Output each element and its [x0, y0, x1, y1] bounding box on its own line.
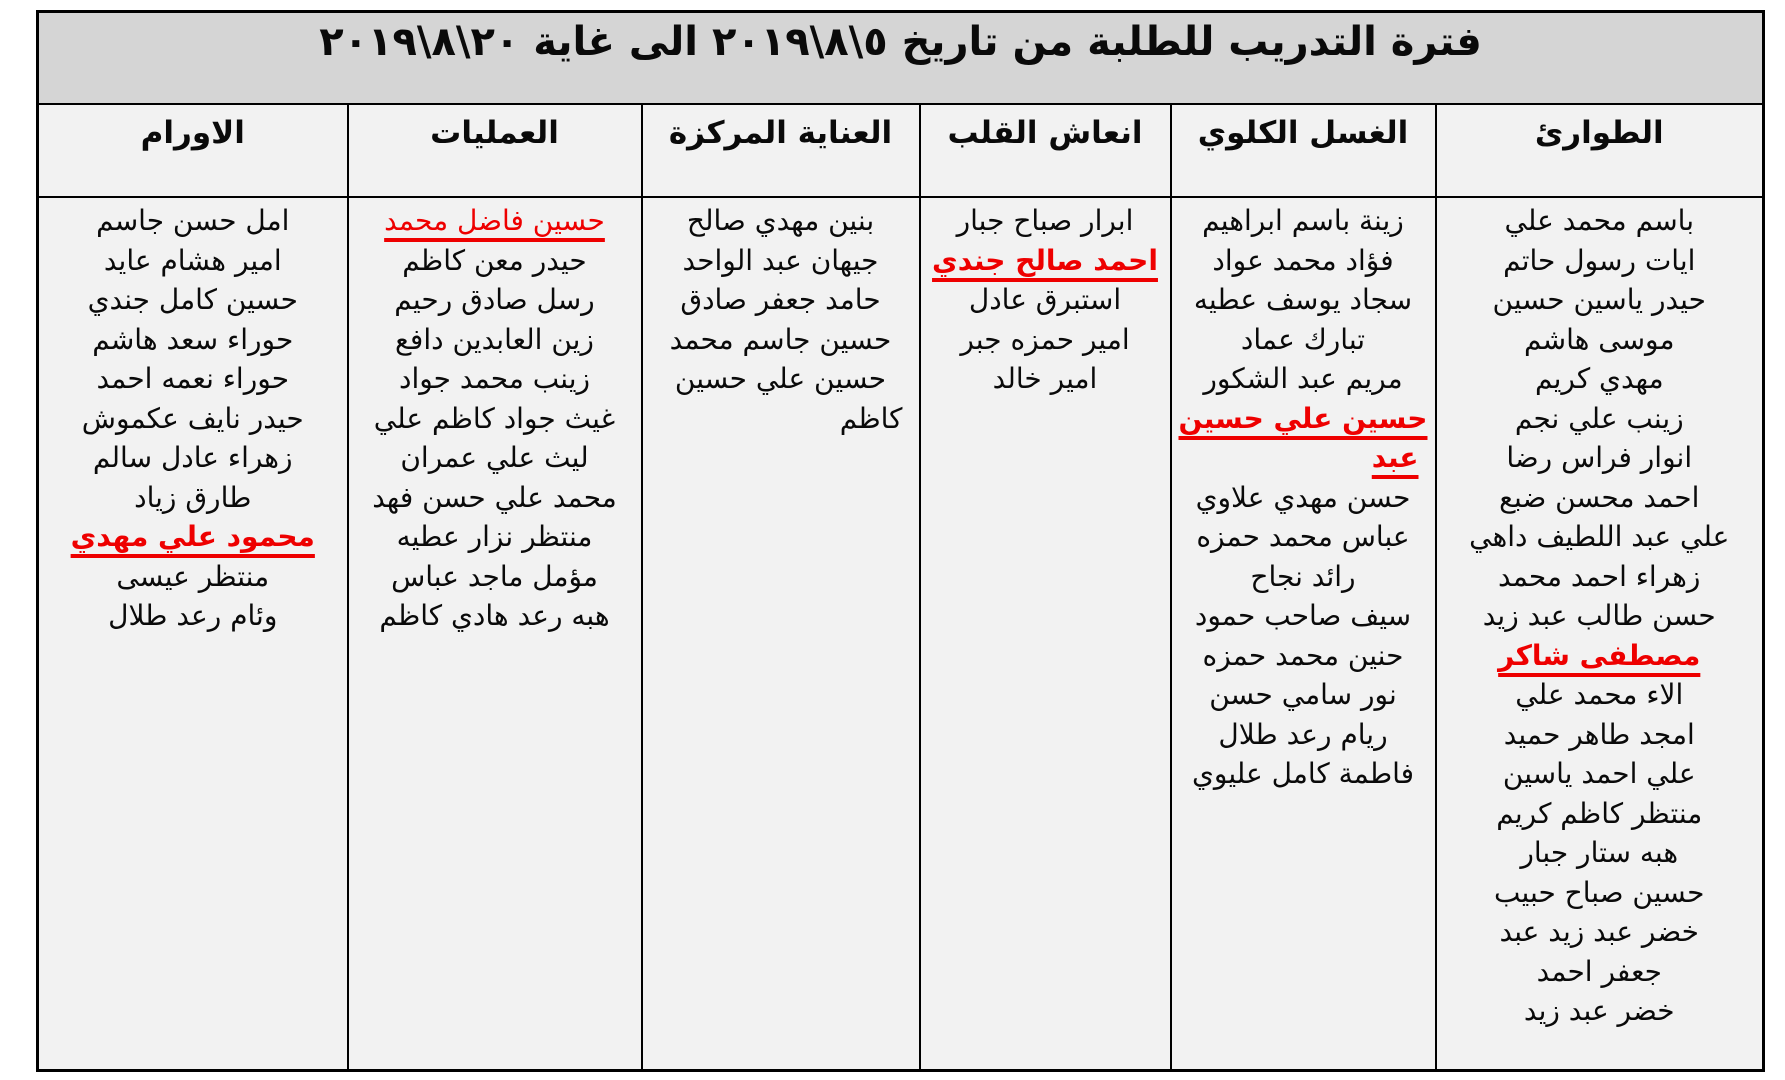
student-name: زينب علي نجم	[1514, 401, 1684, 435]
student-name: عباس محمد حمزه	[1196, 520, 1410, 553]
student-name: نور سامي حسن	[1209, 678, 1397, 711]
student-name: تبارك عماد	[1240, 322, 1366, 356]
student-name: ليث علي عمران	[400, 441, 589, 474]
student-name: هبه رعد هادي كاظم	[379, 599, 610, 632]
student-name: الاء محمد علي	[1515, 678, 1684, 711]
student-name: ابرار صباح جبار	[956, 204, 1134, 237]
student-name: فؤاد محمد عواد	[1212, 243, 1394, 277]
student-name: امير هشام عايد	[103, 243, 282, 277]
column-header-3: العناية المركزة	[640, 103, 921, 198]
column-header-5: الاورام	[36, 103, 349, 198]
title-row: فترة التدريب للطلبة من تاريخ ٥\٨\٢٠١٩ ال…	[36, 10, 1765, 105]
student-name: زهراء احمد محمد	[1498, 559, 1701, 593]
student-name: امير خالد	[992, 362, 1098, 395]
body-row: باسم محمد علي ايات رسول حاتم حيدر ياسين حس…	[36, 196, 1765, 1072]
student-name: موسى هاشم	[1523, 322, 1675, 356]
student-name: كاظم	[839, 401, 903, 435]
student-name: غيث جواد كاظم علي	[373, 401, 616, 435]
student-name: احمد محسن ضبع	[1499, 480, 1700, 514]
student-name: امير حمزه جبر	[960, 322, 1130, 356]
student-name: علي احمد ياسين	[1502, 757, 1696, 790]
student-name: حوراء سعد هاشم	[92, 322, 294, 356]
student-name: انوار فراس رضا	[1506, 441, 1693, 474]
student-name: حسين علي حسين	[674, 362, 887, 395]
student-name: هبه ستار جبار	[1520, 836, 1679, 869]
student-name: طارق زياد	[134, 480, 252, 514]
column-names-4: حسين فاضل محمد حيدر معن كاظم رسل صادق رحيم…	[346, 196, 643, 1072]
student-name: سيف صاحب حمود	[1194, 599, 1412, 632]
column-names-0: باسم محمد علي ايات رسول حاتم حيدر ياسين حس…	[1434, 196, 1765, 1072]
student-name: احمد صالح جندي	[932, 243, 1158, 277]
student-name: حنين محمد حمزه	[1202, 638, 1404, 672]
column-names-1: زينة باسم ابراهيم فؤاد محمد عواد سجاد يوسف…	[1169, 196, 1437, 1072]
student-name: منتظر نزار عطيه	[396, 520, 593, 553]
column-names-2: ابرار صباح جبار احمد صالح جندي استبرق عادل…	[918, 196, 1172, 1072]
student-name: فاطمة كامل عليوي	[1191, 757, 1415, 790]
student-name: مصطفى شاكر	[1498, 638, 1701, 672]
student-name: حسن مهدي علاوي	[1195, 480, 1411, 514]
student-name: خضر عبد زيد عبد	[1499, 915, 1699, 948]
student-name: ريام رعد طلال	[1218, 717, 1388, 751]
student-name: حسين علي حسين	[1178, 401, 1428, 435]
student-name: جعفر احمد	[1536, 954, 1662, 988]
student-name: حامد جعفر صادق	[680, 283, 881, 316]
student-name: خضر عبد زيد	[1523, 994, 1675, 1027]
student-name: وئام رعد طلال	[108, 599, 278, 632]
student-name: رسل صادق رحيم	[394, 283, 595, 316]
column-header-1: الغسل الكلوي	[1169, 103, 1437, 198]
table-title: فترة التدريب للطلبة من تاريخ ٥\٨\٢٠١٩ ال…	[36, 10, 1765, 105]
student-name: محمود علي مهدي	[70, 520, 315, 553]
student-name: استبرق عادل	[968, 283, 1122, 316]
student-name: امل حسن جاسم	[96, 204, 290, 237]
student-name: مهدي كريم	[1534, 362, 1664, 395]
student-name: سجاد يوسف عطيه	[1193, 283, 1413, 316]
student-name: زين العابدين دافع	[395, 322, 594, 356]
student-name: حيدر معن كاظم	[402, 243, 587, 277]
student-name: حسين جاسم محمد	[669, 322, 892, 356]
student-name: زينب محمد جواد	[398, 362, 591, 395]
student-name: جيهان عبد الواحد	[682, 243, 879, 277]
training-schedule-table: فترة التدريب للطلبة من تاريخ ٥\٨\٢٠١٩ ال…	[36, 10, 1765, 1072]
student-name: زهراء عادل سالم	[92, 441, 293, 474]
student-name: زينة باسم ابراهيم	[1202, 204, 1404, 237]
student-name: منتظر كاظم كريم	[1496, 796, 1703, 830]
column-header-2: انعاش القلب	[918, 103, 1172, 198]
student-name: باسم محمد علي	[1504, 204, 1695, 237]
student-name: ايات رسول حاتم	[1503, 243, 1696, 277]
student-name: علي عبد اللطيف داهي	[1469, 520, 1730, 553]
column-header-4: العمليات	[346, 103, 643, 198]
student-name: حسين صباح حبيب	[1494, 875, 1705, 909]
student-name: حيدر نايف عكموش	[81, 401, 304, 435]
student-name: حوراء نعمه احمد	[96, 362, 289, 395]
student-name: حسن طالب عبد زيد	[1482, 599, 1716, 632]
student-name: امجد طاهر حميد	[1503, 717, 1695, 751]
student-name: منتظر عيسى	[116, 559, 270, 593]
student-name: حيدر ياسين حسين	[1492, 283, 1706, 316]
student-name: مؤمل ماجد عباس	[391, 559, 598, 593]
student-name: رائد نجاح	[1250, 559, 1356, 593]
student-name: عبد	[1371, 441, 1419, 474]
header-row: الطوارئ الغسل الكلوي انعاش القلب العناية ال…	[36, 103, 1765, 198]
column-names-3: بنين مهدي صالح جيهان عبد الواحد حامد جعفر …	[640, 196, 921, 1072]
student-name: حسين فاضل محمد	[384, 204, 605, 237]
column-names-5: امل حسن جاسم امير هشام عايد حسين كامل جندي…	[36, 196, 349, 1072]
student-name: حسين كامل جندي	[87, 283, 298, 316]
column-header-0: الطوارئ	[1434, 103, 1765, 198]
student-name: مريم عبد الشكور	[1203, 362, 1403, 395]
student-name: محمد علي حسن فهد	[372, 480, 617, 514]
student-name: بنين مهدي صالح	[686, 204, 875, 237]
